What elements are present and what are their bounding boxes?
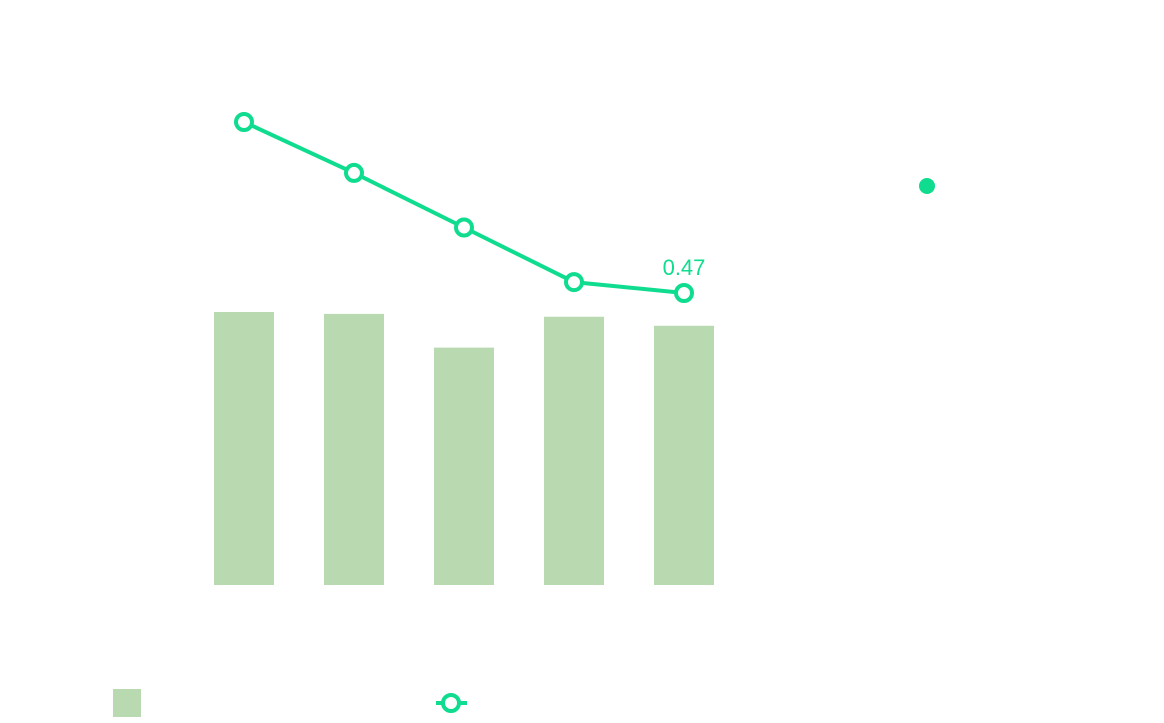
legend-swatch-marker bbox=[441, 693, 461, 713]
bar-series bbox=[214, 312, 714, 585]
legend bbox=[113, 689, 467, 717]
bar bbox=[324, 313, 384, 585]
line-series bbox=[234, 112, 694, 303]
data-labels: 0.47 bbox=[663, 255, 706, 280]
data-label: 0.47 bbox=[663, 255, 706, 280]
bar bbox=[544, 316, 604, 585]
line-point bbox=[234, 112, 254, 132]
bar bbox=[214, 312, 274, 585]
legend-swatch-bar bbox=[113, 689, 141, 717]
extra-marker-group bbox=[919, 178, 935, 194]
bar bbox=[434, 347, 494, 585]
line-point bbox=[454, 217, 474, 238]
line-point bbox=[344, 162, 364, 183]
line-point bbox=[674, 283, 694, 303]
line-point bbox=[564, 272, 584, 293]
extra-point-marker bbox=[919, 178, 935, 194]
bar bbox=[654, 325, 714, 585]
series-line bbox=[242, 120, 686, 295]
